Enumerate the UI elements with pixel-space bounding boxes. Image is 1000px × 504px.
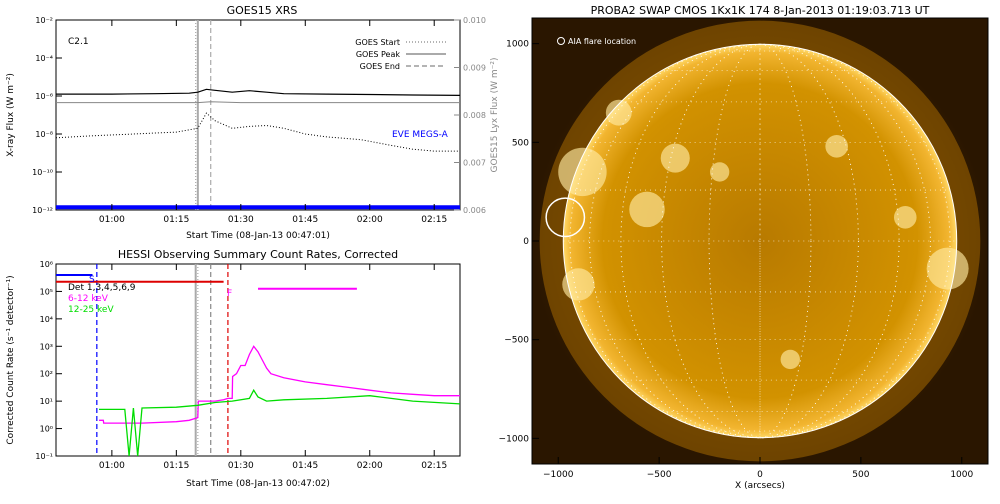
goes-x-tick-label: 02:15	[421, 215, 447, 225]
swap-active-region	[927, 248, 969, 290]
goes-x-tick-label: 01:15	[163, 215, 189, 225]
swap-active-region	[629, 192, 665, 228]
hessi-flag-f: F	[227, 289, 232, 299]
goes-y-tick-label: 10⁻²	[35, 16, 53, 25]
swap-y-tick-label: −1000	[499, 434, 530, 444]
swap-active-region	[825, 135, 848, 158]
goes-x-tick-label: 01:00	[99, 215, 125, 225]
swap-x-tick-label: −500	[647, 470, 672, 480]
hessi-x-tick-label: 02:00	[357, 461, 383, 471]
hessi-legend-label: Det 1,3,4,5,6,9	[68, 283, 136, 293]
goes-y-tick-right-label: 0.008	[463, 111, 486, 120]
hessi-y-tick-label: 10⁴	[40, 315, 53, 324]
hessi-flag-s: S	[89, 275, 95, 285]
swap-x-tick-label: −1000	[543, 470, 574, 480]
goes-y-tick-right-label: 0.007	[463, 159, 486, 168]
hessi-x-tick-label: 01:45	[292, 461, 318, 471]
hessi-legend-label: 12-25 keV	[68, 305, 114, 315]
swap-active-region	[781, 350, 800, 369]
swap-active-region	[562, 268, 594, 300]
goes-plot-frame	[56, 20, 460, 210]
goes-xrs-panel: GOES15 XRS C2.1 01:00 01:15 01:30 01:45 02:0…	[6, 4, 500, 241]
goes-y-tick-label: 10⁻⁸	[35, 130, 53, 139]
swap-x-tick-label: 0	[757, 470, 763, 480]
swap-y-tick-label: −500	[504, 336, 529, 346]
swap-y-tick-label: 1000	[506, 40, 529, 50]
hessi-legend-label: 6-12 keV	[68, 294, 109, 304]
swap-active-region	[661, 144, 690, 173]
goes-eve-label: EVE MEGS-A	[392, 130, 449, 140]
goes-y-tick-label: 10⁻⁴	[35, 54, 53, 63]
goes-class-label: C2.1	[68, 37, 89, 47]
hessi-y-tick-label: 10¹	[40, 397, 53, 406]
goes-title: GOES15 XRS	[227, 4, 298, 17]
hessi-x-tick-label: 02:15	[421, 461, 447, 471]
goes-y-tick-right-label: 0.009	[463, 64, 486, 73]
goes-y-tick-label: 10⁻¹⁰	[32, 168, 53, 177]
swap-x-tick-label: 1000	[950, 470, 973, 480]
hessi-panel: HESSI Observing Summary Count Rates, Cor…	[6, 248, 460, 489]
goes-y-tick-right-label: 0.006	[463, 206, 486, 215]
swap-y-tick-label: 0	[523, 237, 529, 247]
hessi-x-tick-label: 01:00	[99, 461, 125, 471]
hessi-x-tick-label: 01:30	[228, 461, 254, 471]
hessi-y-tick-label: 10⁶	[40, 260, 53, 269]
swap-active-region	[710, 162, 729, 181]
goes-x-tick-label: 01:30	[228, 215, 254, 225]
hessi-y-tick-label: 10⁵	[40, 287, 53, 296]
hessi-y-tick-label: 10³	[40, 342, 53, 351]
swap-image-panel: PROBA2 SWAP CMOS 1Kx1K 174 8-Jan-2013 01…	[499, 4, 988, 491]
goes-legend-label: GOES Peak	[356, 50, 401, 59]
goes-y-axis-label-right: GOES15 Lyx Flux (W m⁻²)	[490, 58, 500, 173]
hessi-y-axis-label: Corrected Count Rate (s⁻¹ detector⁻¹)	[6, 275, 16, 444]
swap-active-region	[558, 148, 606, 196]
goes-y-tick-label: 10⁻⁶	[35, 92, 53, 101]
goes-x-axis-label: Start Time (08-Jan-13 00:47:01)	[186, 231, 330, 241]
hessi-y-tick-label: 10⁰	[40, 425, 53, 434]
swap-legend-label: AIA flare location	[568, 37, 636, 46]
goes-y-axis-label: X-ray Flux (W m⁻²)	[6, 73, 16, 157]
swap-title: PROBA2 SWAP CMOS 1Kx1K 174 8-Jan-2013 01…	[591, 4, 930, 17]
goes-y-tick-label: 10⁻¹²	[32, 206, 53, 215]
hessi-y-tick-label: 10⁻¹	[35, 452, 53, 461]
goes-x-tick-label: 02:00	[357, 215, 383, 225]
swap-x-axis-label: X (arcsecs)	[735, 481, 785, 491]
goes-y-tick-right-label: 0.010	[463, 16, 486, 25]
swap-y-tick-label: 500	[512, 138, 529, 148]
swap-x-tick-label: 500	[852, 470, 869, 480]
hessi-y-tick-label: 10²	[40, 370, 53, 379]
goes-x-tick-label: 01:45	[292, 215, 318, 225]
hessi-x-tick-label: 01:15	[163, 461, 189, 471]
hessi-title: HESSI Observing Summary Count Rates, Cor…	[118, 248, 398, 261]
goes-legend-label: GOES End	[360, 62, 400, 71]
hessi-x-axis-label: Start Time (08-Jan-13 00:47:02)	[186, 479, 330, 489]
goes-legend-label: GOES Start	[355, 38, 400, 47]
